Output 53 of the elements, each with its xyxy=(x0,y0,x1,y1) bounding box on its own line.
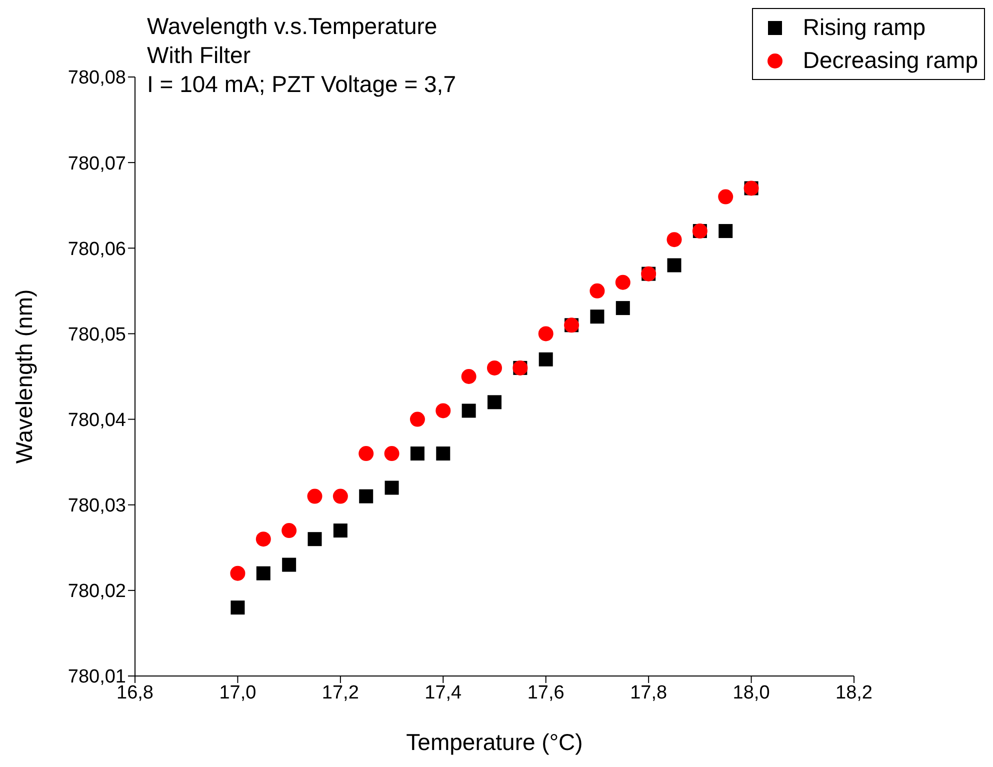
point xyxy=(590,283,605,298)
point xyxy=(436,446,450,461)
point xyxy=(256,566,270,580)
point xyxy=(384,480,399,495)
chart-subtitle: With Filter xyxy=(147,41,252,70)
point xyxy=(282,523,297,538)
point xyxy=(488,395,502,410)
x-tick-label: 18,0 xyxy=(732,682,770,704)
x-tick-label: 18,2 xyxy=(836,682,872,704)
x-tick-label: 17,6 xyxy=(527,682,564,704)
point xyxy=(410,412,425,427)
point xyxy=(718,189,734,204)
point xyxy=(384,446,400,462)
y-tick-label: 780,04 xyxy=(68,410,126,432)
point xyxy=(487,360,502,376)
x-tick-label: 17,0 xyxy=(219,682,256,704)
point xyxy=(615,274,630,290)
point xyxy=(667,258,682,272)
point xyxy=(230,566,246,581)
y-tick-label: 780,03 xyxy=(68,496,126,517)
point xyxy=(333,524,348,538)
point xyxy=(538,352,553,366)
y-axis-title: Wavelength (nm) xyxy=(11,289,38,464)
point xyxy=(282,558,296,572)
point xyxy=(436,403,451,418)
y-tick-label: 780,07 xyxy=(68,153,126,174)
point xyxy=(332,488,348,504)
x-tick-label: 17,2 xyxy=(322,682,359,704)
point xyxy=(538,326,554,342)
x-axis-title: Temperature (°C) xyxy=(406,729,583,755)
y-tick-label: 780,02 xyxy=(68,581,126,602)
point xyxy=(462,404,476,418)
point xyxy=(616,301,630,316)
point xyxy=(359,489,374,504)
legend-label: Rising ramp xyxy=(802,14,926,41)
point xyxy=(358,446,374,462)
point xyxy=(461,369,476,384)
point xyxy=(410,446,424,461)
point xyxy=(666,232,682,248)
legend-label: Decreasing ramp xyxy=(802,47,978,74)
point xyxy=(308,532,322,546)
chart-title: Wavelength v.s.Temperature xyxy=(147,12,438,41)
x-tick-label: 17,8 xyxy=(630,682,668,704)
point xyxy=(256,532,271,547)
y-tick-label: 780,06 xyxy=(68,238,126,260)
x-tick-label: 17,4 xyxy=(424,682,462,704)
annotation: I = 104 mA; PZT Voltage = 3,7 xyxy=(147,70,456,99)
point xyxy=(307,488,322,504)
point xyxy=(590,310,604,324)
point xyxy=(718,224,733,238)
y-tick-label: 780,05 xyxy=(68,324,126,346)
point xyxy=(230,600,245,615)
y-tick-label: 780,08 xyxy=(68,68,126,89)
